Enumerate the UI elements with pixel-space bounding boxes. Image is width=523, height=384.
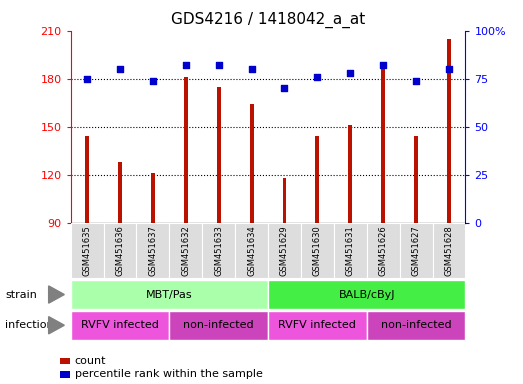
Bar xyxy=(367,223,400,278)
Bar xyxy=(104,223,137,278)
Text: GSM451636: GSM451636 xyxy=(116,225,124,276)
Bar xyxy=(217,87,221,223)
Bar xyxy=(169,311,268,340)
Bar xyxy=(268,280,465,309)
Bar xyxy=(381,66,385,223)
Text: strain: strain xyxy=(5,290,37,300)
Text: count: count xyxy=(75,356,106,366)
Point xyxy=(116,66,124,72)
Bar xyxy=(169,223,202,278)
Bar xyxy=(85,136,89,223)
Bar xyxy=(151,173,155,223)
Bar xyxy=(71,280,268,309)
Text: GSM451628: GSM451628 xyxy=(445,225,453,276)
Text: percentile rank within the sample: percentile rank within the sample xyxy=(75,369,263,379)
Text: RVFV infected: RVFV infected xyxy=(278,320,356,331)
Title: GDS4216 / 1418042_a_at: GDS4216 / 1418042_a_at xyxy=(171,12,365,28)
Text: GSM451630: GSM451630 xyxy=(313,225,322,276)
Bar xyxy=(137,223,169,278)
Text: BALB/cByJ: BALB/cByJ xyxy=(338,290,395,300)
Bar xyxy=(315,136,320,223)
Point xyxy=(379,62,388,68)
Bar xyxy=(249,104,254,223)
Text: RVFV infected: RVFV infected xyxy=(81,320,159,331)
Point xyxy=(214,62,223,68)
Text: GSM451631: GSM451631 xyxy=(346,225,355,276)
Bar xyxy=(334,223,367,278)
Text: GSM451635: GSM451635 xyxy=(83,225,92,276)
Point xyxy=(83,76,91,82)
Point xyxy=(149,78,157,84)
Text: GSM451627: GSM451627 xyxy=(412,225,420,276)
Bar xyxy=(202,223,235,278)
Text: MBT/Pas: MBT/Pas xyxy=(146,290,192,300)
Bar xyxy=(268,223,301,278)
Bar xyxy=(400,223,433,278)
Bar xyxy=(433,223,465,278)
Point xyxy=(445,66,453,72)
Bar xyxy=(268,311,367,340)
Point xyxy=(412,78,420,84)
Bar xyxy=(282,178,287,223)
Point xyxy=(313,74,322,80)
Text: GSM451634: GSM451634 xyxy=(247,225,256,276)
Bar xyxy=(71,223,104,278)
Text: GSM451632: GSM451632 xyxy=(181,225,190,276)
Bar xyxy=(367,311,465,340)
Text: GSM451626: GSM451626 xyxy=(379,225,388,276)
Text: GSM451633: GSM451633 xyxy=(214,225,223,276)
Text: GSM451629: GSM451629 xyxy=(280,225,289,276)
Text: non-infected: non-infected xyxy=(381,320,451,331)
Point xyxy=(181,62,190,68)
Bar xyxy=(118,162,122,223)
Bar xyxy=(235,223,268,278)
Point xyxy=(280,85,289,91)
Bar xyxy=(184,77,188,223)
Bar xyxy=(71,311,169,340)
Point xyxy=(247,66,256,72)
Bar xyxy=(301,223,334,278)
Bar xyxy=(414,136,418,223)
Text: GSM451637: GSM451637 xyxy=(149,225,157,276)
Point xyxy=(346,70,355,76)
Bar xyxy=(447,39,451,223)
Text: non-infected: non-infected xyxy=(184,320,254,331)
Text: infection: infection xyxy=(5,320,54,330)
Bar xyxy=(348,125,353,223)
